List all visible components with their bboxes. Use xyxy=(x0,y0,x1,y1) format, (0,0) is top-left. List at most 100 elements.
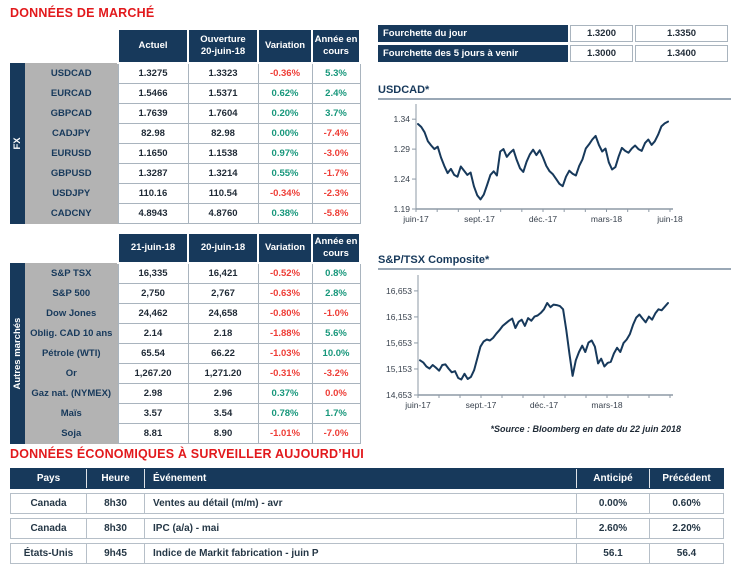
value-cell: 2.14 xyxy=(117,323,189,344)
column-header: Variation xyxy=(257,232,313,264)
ytd-cell: 3.7% xyxy=(311,103,361,124)
ytd-cell: -2.3% xyxy=(311,183,361,204)
variation-cell: -0.63% xyxy=(257,283,313,304)
range-high-value: 1.3350 xyxy=(635,25,728,42)
value-cell: 110.54 xyxy=(187,183,259,204)
range-low-value: 1.3000 xyxy=(570,45,633,62)
value-cell: 8.81 xyxy=(117,423,189,444)
variation-cell: 0.20% xyxy=(257,103,313,124)
econ-country: Canada xyxy=(30,498,67,509)
row-label: Pétrole (WTI) xyxy=(25,343,118,364)
ytd-cell: 1.7% xyxy=(311,403,361,424)
table-row: S&P 500 2,750 2,767 -0.63% 2.8% xyxy=(10,283,361,304)
value-cell: 1,267.20 xyxy=(117,363,189,384)
ytd-cell: -7.4% xyxy=(311,123,361,144)
variation-cell: 0.37% xyxy=(257,383,313,404)
range-low-value: 1.3200 xyxy=(570,25,633,42)
range-row: Fourchette des 5 jours à venir 1.3000 1.34… xyxy=(378,45,731,62)
source-note: *Source : Bloomberg en date du 22 juin 2… xyxy=(490,424,681,434)
row-label: Maïs xyxy=(25,403,118,424)
row-label: USDJPY xyxy=(25,183,118,204)
column-header: Année en cours xyxy=(311,232,361,264)
econ-column-header: Anticipé xyxy=(576,469,649,488)
variation-cell: -0.52% xyxy=(257,262,313,284)
table-row: Dow Jones 24,462 24,658 -0.80% -1.0% xyxy=(10,303,361,324)
value-cell: 16,335 xyxy=(117,262,189,284)
econ-expected: 56.1 xyxy=(576,544,649,563)
ytd-cell: 0.8% xyxy=(311,262,361,284)
table-row: GBPUSD 1.3287 1.3214 0.55% -1.7% xyxy=(10,163,361,184)
variation-cell: -1.88% xyxy=(257,323,313,344)
econ-event: Indice de Markit fabrication - juin P xyxy=(144,544,576,563)
table-row: EURCAD 1.5466 1.5371 0.62% 2.4% xyxy=(10,83,361,104)
range-label: Fourchette des 5 jours à venir xyxy=(378,45,568,62)
variation-cell: 0.78% xyxy=(257,403,313,424)
y-tick-label: 15,153 xyxy=(386,364,412,374)
x-tick-label: mars-18 xyxy=(591,400,622,410)
value-cell: 1.1538 xyxy=(187,143,259,164)
column-header: Actuel xyxy=(117,28,189,64)
y-tick-label: 15,653 xyxy=(386,338,412,348)
column-header: Année en cours xyxy=(311,28,361,64)
table-row: Autres marchés S&P TSX 16,335 16,421 -0.52% 0… xyxy=(10,262,361,444)
econ-time: 9h45 xyxy=(86,544,144,563)
variation-cell: -0.31% xyxy=(257,363,313,384)
econ-country: États-Unis xyxy=(23,548,74,559)
variation-cell: -1.01% xyxy=(257,423,313,444)
value-cell: 82.98 xyxy=(117,123,189,144)
econ-row: États-Unis 9h45 Indice de Markit fabricati… xyxy=(10,543,724,564)
value-cell: 1.5466 xyxy=(117,83,189,104)
value-cell: 1.3287 xyxy=(117,163,189,184)
market-data-title: DONNÉES DE MARCHÉ xyxy=(10,6,155,20)
econ-column-header: Pays xyxy=(36,473,61,484)
ytd-cell: -3.0% xyxy=(311,143,361,164)
economic-events-table: Pays Heure Événement Anticipé Précédent Canad… xyxy=(10,468,724,568)
ytd-cell: 5.6% xyxy=(311,323,361,344)
value-cell: 2,767 xyxy=(187,283,259,304)
value-cell: 8.90 xyxy=(187,423,259,444)
range-row: Fourchette du jour 1.3200 1.3350 xyxy=(378,25,731,42)
ytd-cell: 5.3% xyxy=(311,62,361,84)
econ-header-row: Pays Heure Événement Anticipé Précédent xyxy=(10,468,724,489)
value-cell: 4.8943 xyxy=(117,203,189,224)
ytd-cell: -1.7% xyxy=(311,163,361,184)
tsx-chart-title: S&P/TSX Composite* xyxy=(378,254,731,270)
range-label: Fourchette du jour xyxy=(378,25,568,42)
y-tick-label: 16,653 xyxy=(386,286,412,296)
value-cell: 16,421 xyxy=(187,262,259,284)
row-label: Gaz nat. (NYMEX) xyxy=(25,383,118,404)
econ-column-header: Précédent xyxy=(649,469,723,488)
table-row: Pétrole (WTI) 65.54 66.22 -1.03% 10.0% xyxy=(10,343,361,364)
table-row: EURUSD 1.1650 1.1538 0.97% -3.0% xyxy=(10,143,361,164)
ytd-cell: -1.0% xyxy=(311,303,361,324)
ytd-cell: -7.0% xyxy=(311,423,361,444)
value-cell: 82.98 xyxy=(187,123,259,144)
x-tick-label: déc.-17 xyxy=(529,214,558,224)
table-corner xyxy=(10,29,118,63)
econ-column-header: Heure xyxy=(86,469,144,488)
value-cell: 3.54 xyxy=(187,403,259,424)
x-tick-label: juin-18 xyxy=(656,214,683,224)
variation-cell: -0.36% xyxy=(257,62,313,84)
row-label: USDCAD xyxy=(25,63,118,84)
x-tick-label: sept.-17 xyxy=(464,214,495,224)
ytd-cell: 0.0% xyxy=(311,383,361,404)
econ-event: Ventes au détail (m/m) - avr xyxy=(144,494,576,513)
econ-country: Canada xyxy=(30,523,67,534)
value-cell: 1.3214 xyxy=(187,163,259,184)
value-cell: 66.22 xyxy=(187,343,259,364)
y-tick-label: 1.29 xyxy=(393,144,410,154)
value-cell: 2.18 xyxy=(187,323,259,344)
table-row: Maïs 3.57 3.54 0.78% 1.7% xyxy=(10,403,361,424)
value-cell: 65.54 xyxy=(117,343,189,364)
variation-cell: -0.34% xyxy=(257,183,313,204)
variation-cell: 0.97% xyxy=(257,143,313,164)
side-strip: Autres marchés xyxy=(10,263,25,444)
row-label: Oblig. CAD 10 ans xyxy=(25,323,118,344)
value-cell: 4.8760 xyxy=(187,203,259,224)
row-label: EURCAD xyxy=(25,83,118,104)
value-cell: 110.16 xyxy=(117,183,189,204)
ytd-cell: -5.8% xyxy=(311,203,361,224)
table-row: Or 1,267.20 1,271.20 -0.31% -3.2% xyxy=(10,363,361,384)
